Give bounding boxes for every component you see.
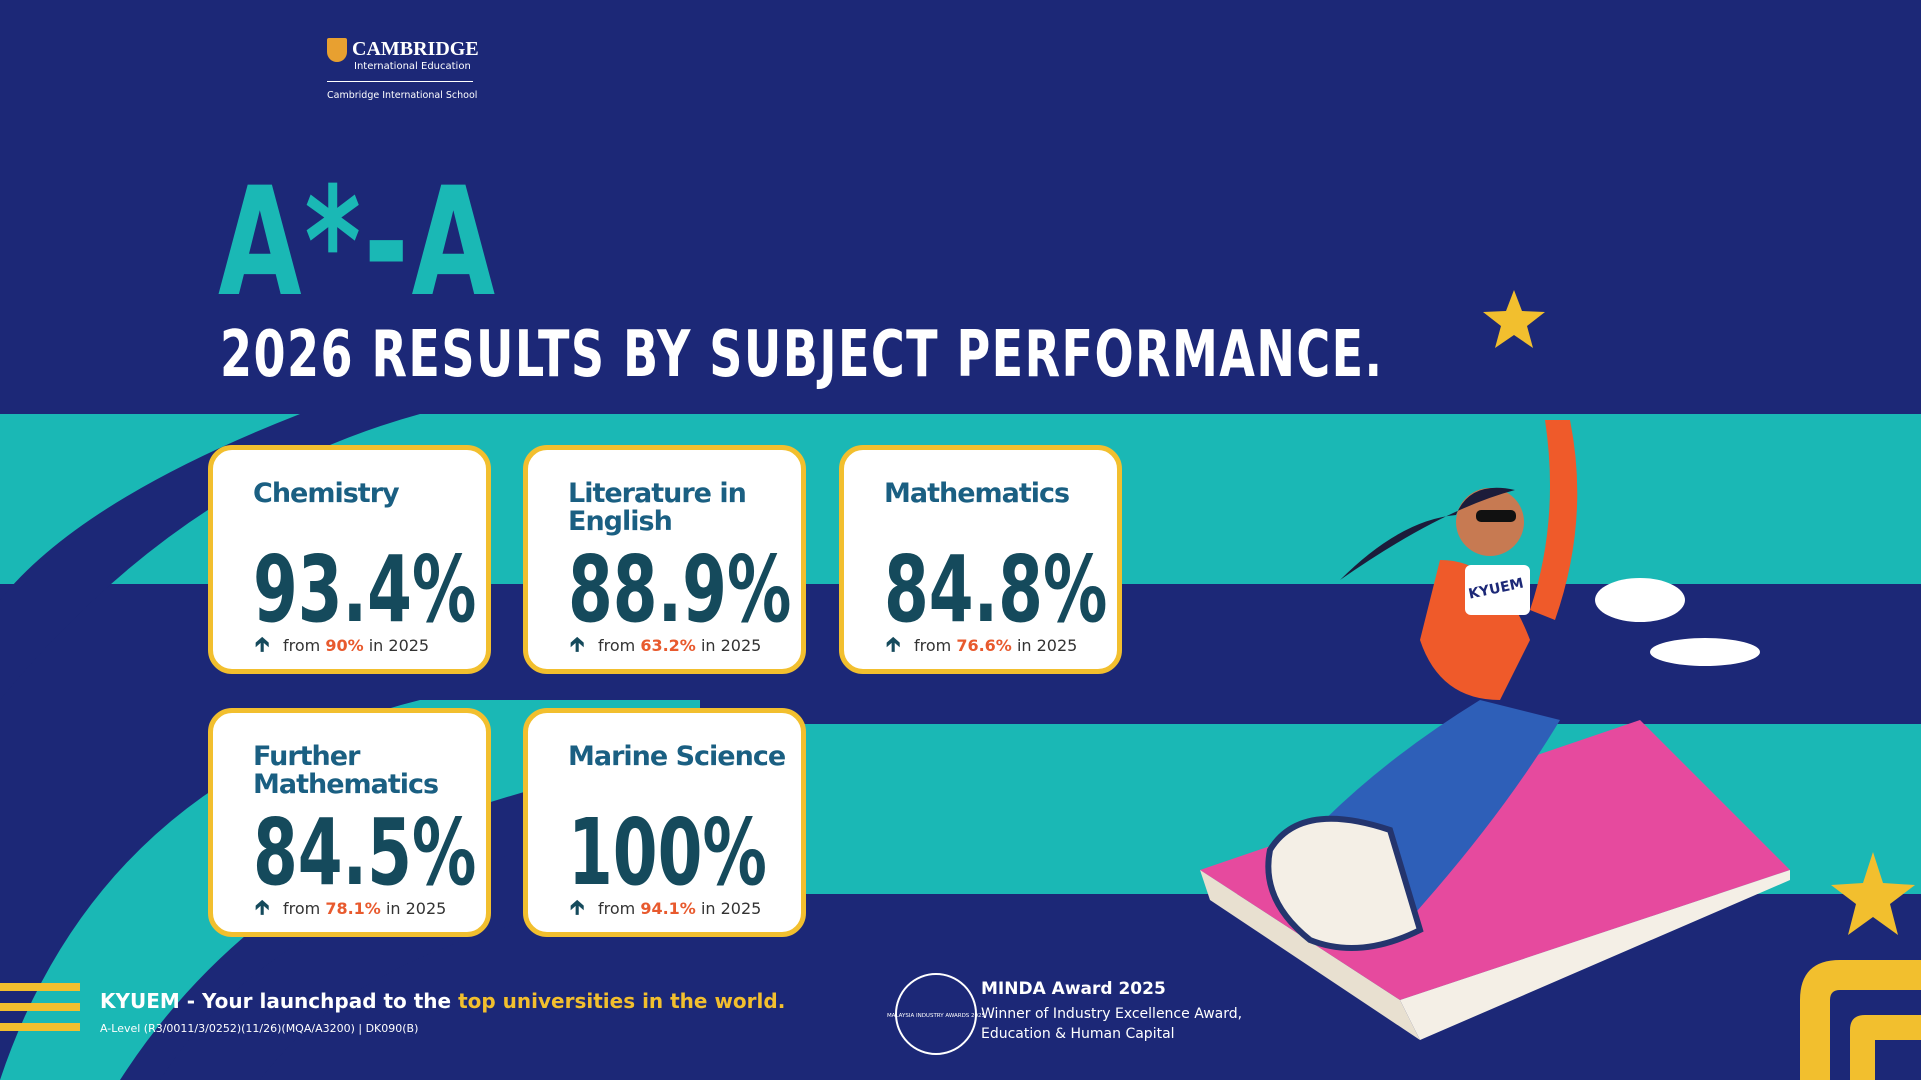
grade-heading: A*-A	[218, 156, 499, 330]
year-text: in 2025	[700, 636, 762, 655]
previous-result: 63.2%	[640, 636, 696, 655]
logo-sub: International Education	[354, 61, 471, 72]
previous-result: 78.1%	[325, 899, 381, 918]
award-badge: MALAYSIA INDUSTRY AWARDS 2025	[887, 1013, 986, 1019]
previous-line: 🡱 from 78.1% in 2025	[255, 893, 446, 927]
subject: Marine Science	[568, 741, 786, 772]
result: 84.5%	[253, 799, 477, 906]
year-text: in 2025	[385, 899, 447, 918]
award-line: Winner of Industry Excellence Award,	[981, 1006, 1243, 1022]
previous-result: 90%	[325, 636, 364, 655]
previous-line: 🡱 from 76.6% in 2025	[886, 630, 1077, 664]
year-text: in 2025	[700, 899, 762, 918]
subject: Literature in English	[568, 478, 747, 538]
result-card: Mathematics 84.8% 🡱 from 76.6% in 2025	[839, 445, 1122, 674]
logo-school: Cambridge International School	[327, 90, 478, 101]
result-card: Further Mathematics 84.5% 🡱 from 78.1% in 2…	[208, 708, 491, 937]
from-text: from	[283, 899, 321, 918]
result: 88.9%	[568, 536, 792, 643]
award-line: Education & Human Capital	[981, 1026, 1175, 1042]
up-arrow: 🡱	[255, 895, 270, 919]
result: 84.8%	[884, 536, 1108, 643]
result: 93.4%	[253, 536, 477, 643]
accreditation: A-Level (R3/0011/3/0252)(11/26)(MQA/A320…	[100, 1022, 419, 1035]
tagline-text: KYUEM - Your launchpad to the	[100, 989, 459, 1013]
subject: Mathematics	[884, 478, 1070, 509]
year-text: in 2025	[1016, 636, 1078, 655]
previous-line: 🡱 from 94.1% in 2025	[570, 893, 761, 927]
logo-shield	[327, 38, 347, 62]
result: 100%	[568, 799, 767, 906]
year-text: in 2025	[368, 636, 430, 655]
result-card: Literature in English 88.9% 🡱 from 63.2% in…	[523, 445, 806, 674]
logo-rule	[327, 81, 473, 82]
result-card: Marine Science 100% 🡱 from 94.1% in 2025	[523, 708, 806, 937]
previous-result: 94.1%	[640, 899, 696, 918]
up-arrow: 🡱	[886, 632, 901, 656]
up-arrow: 🡱	[570, 895, 585, 919]
from-text: from	[598, 899, 636, 918]
previous-line: 🡱 from 90% in 2025	[255, 630, 429, 664]
award-title: MINDA Award 2025	[981, 979, 1166, 999]
up-arrow: 🡱	[570, 632, 585, 656]
from-text: from	[598, 636, 636, 655]
from-text: from	[914, 636, 952, 655]
tagline-highlight: top universities in the world.	[458, 989, 786, 1013]
tagline: KYUEM - Your launchpad to the top univer…	[100, 989, 785, 1013]
subject: Chemistry	[253, 478, 400, 509]
previous-result: 76.6%	[956, 636, 1012, 655]
previous-line: 🡱 from 63.2% in 2025	[570, 630, 761, 664]
up-arrow: 🡱	[255, 632, 270, 656]
result-card: Chemistry 93.4% 🡱 from 90% in 2025	[208, 445, 491, 674]
from-text: from	[283, 636, 321, 655]
subject: Further Mathematics	[253, 741, 439, 801]
title: 2026 RESULTS BY SUBJECT PERFORMANCE.	[220, 318, 1384, 392]
logo-brand: CAMBRIDGE	[352, 38, 479, 60]
